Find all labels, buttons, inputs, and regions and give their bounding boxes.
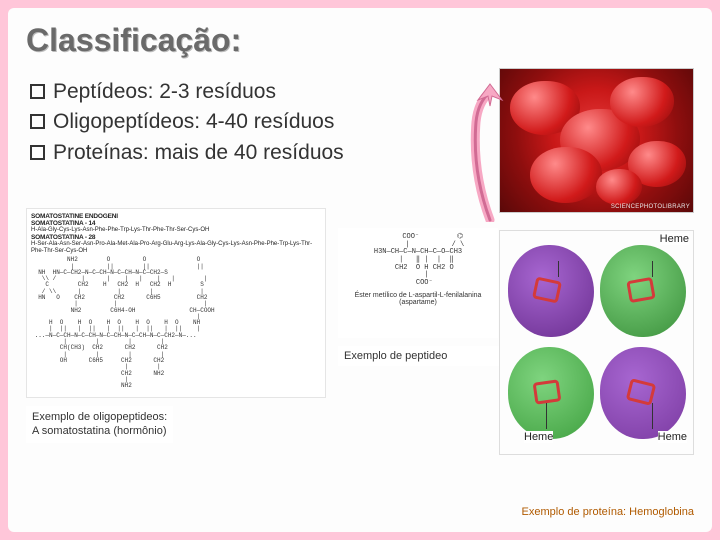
bullet-label: Proteínas: [53,141,149,164]
arrow-icon [468,82,512,222]
peptide-caption: Exemplo de peptideo [338,346,508,366]
chem-header: SOMATOSTATINE ENDOGENI [31,213,321,220]
hemoglobin-diagram: Heme Heme Heme [499,230,694,455]
checkbox-icon [30,114,45,129]
chem-header: SOMATOSTATINA - 28 [31,234,321,241]
chem-sequence: H-Ser-Ala-Asn-Ser-Asn-Pro-Ala-Met-Ala-Pr… [31,241,321,254]
slide: Classificação: Peptídeos: 2-3 resíduos O… [8,8,712,532]
bullet-text: 4-40 resíduos [200,110,334,133]
checkbox-icon [30,145,45,160]
heme-label: Heme [658,431,687,443]
protein-caption: Exemplo de proteína: Hemoglobina [522,506,694,518]
checkbox-icon [30,84,45,99]
caption-line: Exemplo de oligopeptideos: [32,410,167,424]
page-title: Classificação: [26,22,694,59]
bullet-label: Oligopeptídeos: [53,110,200,133]
chem-sequence: H-Ala-Gly-Cys-Lys-Asn-Phe-Phe-Trp-Lys-Th… [31,227,321,234]
caption-line: A somatostatina (hormônio) [32,424,167,438]
chem-formula: COO⁻ ⌬ | / \ H3N—CH—C—N—CH—C—O—CH3 | ‖ |… [342,234,494,288]
heme-label: Heme [524,431,553,443]
chem-structure-diagram: NH2 O O O | || || || NH HN—C—CH2—N—C—CH—… [31,257,321,389]
chem-header: SOMATOSTATINA - 14 [31,220,321,227]
bullet-text: 2-3 resíduos [153,80,276,103]
blood-cells-image: SCIENCEPHOTOLIBRARY [499,68,694,213]
peptide-structure: COO⁻ ⌬ | / \ H3N—CH—C—N—CH—C—O—CH3 | ‖ |… [338,228,498,338]
oligopeptide-caption: Exemplo de oligopeptideos: A somatostati… [26,406,173,443]
image-watermark: SCIENCEPHOTOLIBRARY [611,204,690,210]
heme-label: Heme [660,233,689,245]
oligopeptide-structure: SOMATOSTATINE ENDOGENI SOMATOSTATINA - 1… [26,208,326,398]
bullet-text: mais de 40 resíduos [149,141,344,164]
chem-label: Éster metílico de L-aspartil-L-fenilalan… [342,292,494,306]
bullet-label: Peptídeos: [53,80,153,103]
